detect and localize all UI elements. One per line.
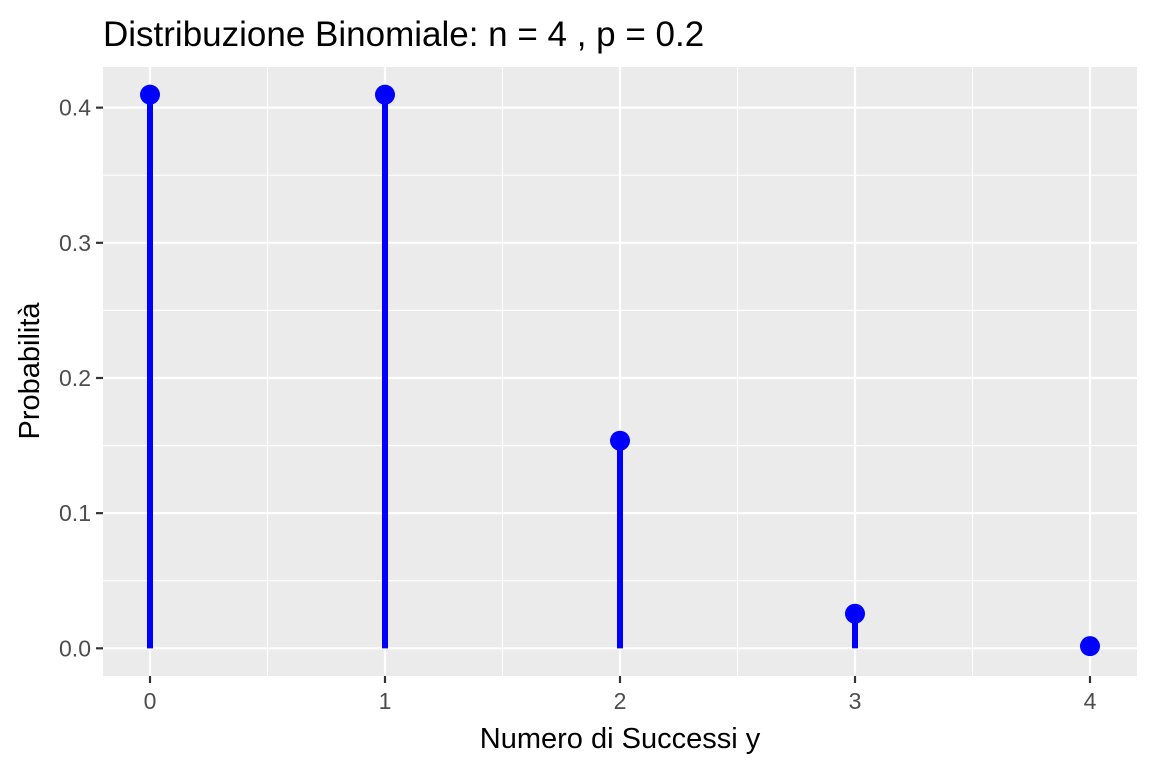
probability-point [845, 603, 865, 624]
x-tick-label: 0 [144, 688, 157, 714]
probability-point [1080, 636, 1100, 657]
probability-point [375, 84, 395, 105]
probability-point [140, 84, 160, 105]
probability-point [610, 430, 630, 451]
x-axis-title: Numero di Successi y [480, 723, 761, 755]
y-axis-title: Probabilità [14, 302, 46, 440]
y-tick-label: 0.1 [59, 500, 91, 526]
y-tick-label: 0.3 [59, 230, 91, 256]
x-tick-label: 1 [379, 688, 392, 714]
x-axis-ticks: 0 1 2 3 4 [144, 676, 1097, 714]
probability-stems [147, 94, 1093, 649]
y-tick-label: 0.0 [59, 635, 91, 661]
x-tick-label: 2 [614, 688, 627, 714]
y-axis-ticks: 0.0 0.1 0.2 0.3 0.4 [59, 95, 103, 661]
x-tick-label: 3 [849, 688, 862, 714]
y-tick-label: 0.4 [59, 95, 91, 121]
chart-title: Distribuzione Binomiale: n = 4 , p = 0.2 [103, 15, 704, 54]
y-tick-label: 0.2 [59, 365, 91, 391]
probability-points [140, 84, 1100, 657]
x-tick-label: 4 [1084, 688, 1097, 714]
